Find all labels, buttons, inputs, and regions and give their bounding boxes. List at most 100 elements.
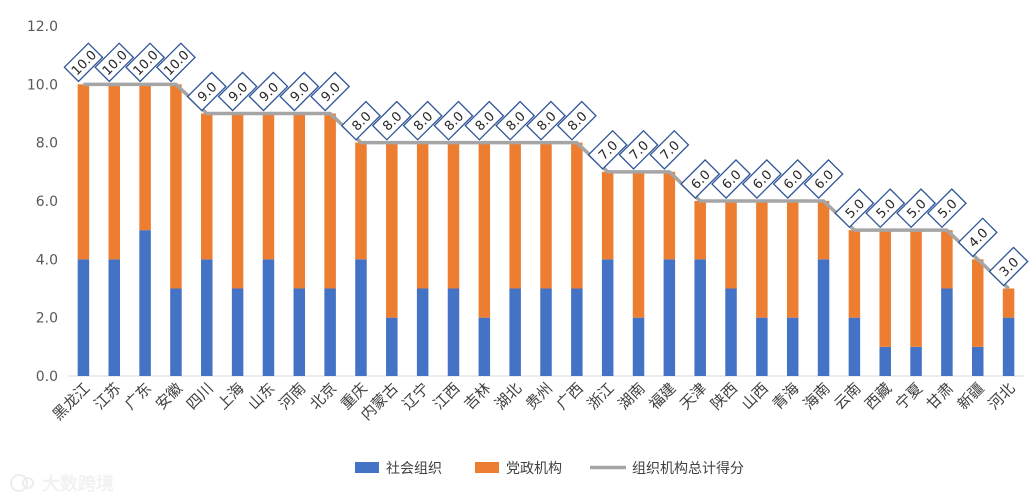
data-label: 6.0 [680,158,721,200]
bar-social [879,346,891,376]
y-tick-label: 0.0 [36,369,58,385]
x-tick-label: 河南 [275,379,309,413]
x-tick-label: 西藏 [861,379,895,413]
bar-social [632,317,645,376]
bar-social [694,259,706,376]
x-tick-label: 广西 [553,379,587,413]
data-label-box [155,42,196,83]
data-label: 3.0 [988,246,1029,287]
bar-social [262,259,275,376]
y-tick-label: 10.0 [27,77,58,93]
data-label-box [711,158,752,200]
y-tick-label: 12.0 [27,19,58,35]
bar-party [941,230,953,289]
bar-social [601,259,614,376]
y-tick-label: 2.0 [36,311,58,327]
data-label-box [896,188,937,229]
bar-social [447,288,460,376]
data-label: 7.0 [587,129,628,170]
watermark-text: 大数跨境 [42,474,114,495]
bar-social [355,259,367,376]
bar-party [971,259,984,347]
data-label-box [803,158,844,200]
x-tick-label: 湖北 [491,379,525,413]
data-label-box [865,188,906,229]
bar-social [817,259,830,376]
x-tick-label: 黑龙江 [49,379,94,424]
logo-icon [10,474,34,492]
bar-social [77,259,90,376]
data-label-box [772,158,813,200]
data-label-box [279,71,320,112]
bar-party [725,201,737,289]
data-label-box [63,42,104,83]
data-label-box [618,129,659,170]
data-label-box [340,100,381,141]
y-tick-label: 6.0 [36,194,58,210]
x-tick-label: 四川 [183,379,217,413]
x-tick-label: 北京 [306,379,340,413]
data-label: 5.0 [926,188,967,229]
data-label-box [310,71,351,112]
x-tick-label: 河北 [985,379,1019,413]
bar-social [324,288,336,376]
bar-social [910,346,922,376]
x-tick-label: 青海 [769,379,803,413]
bar-social [848,317,861,376]
x-tick-label: 浙江 [584,379,618,413]
x-tick-label: 山西 [738,379,772,413]
x-tick-label: 山东 [245,379,279,413]
bar-party [139,84,151,231]
data-label: 8.0 [495,100,536,141]
data-label-box [988,246,1029,287]
bar-party [786,201,799,318]
bar-party [231,113,244,289]
bar-social [201,259,213,376]
bar-party [447,142,460,289]
data-label: 8.0 [464,100,505,141]
bar-party [632,171,645,318]
bar-party [756,201,768,318]
bar-party [910,230,922,347]
data-label: 9.0 [248,71,289,112]
data-label: 8.0 [433,100,474,141]
bar-party [293,113,306,289]
y-tick-label: 8.0 [36,136,58,152]
bar-social [478,317,491,376]
bar-party [77,84,90,260]
data-label: 7.0 [649,129,690,170]
bar-social [170,288,182,376]
bar-social [725,288,737,376]
x-tick-label: 贵州 [522,379,556,413]
data-label: 6.0 [741,158,782,200]
x-tick-label: 吉林 [460,379,494,413]
data-label: 10.0 [125,42,166,83]
legend-label-party: 党政机构 [506,461,562,477]
data-label: 6.0 [803,158,844,200]
bar-social [231,288,244,376]
data-label-box [125,42,166,83]
bar-social [139,230,151,376]
bar-party [571,142,583,289]
bar-party [663,171,676,260]
data-label-box [834,188,875,229]
data-label: 8.0 [371,100,412,141]
bar-party [694,201,706,260]
legend-label-social: 社会组织 [386,461,442,477]
data-label-box [495,100,536,141]
x-tick-label: 天津 [676,379,710,413]
bar-party [848,230,861,318]
bar-party [262,113,275,260]
data-label: 5.0 [865,188,906,229]
data-label-box [433,100,474,141]
bar-social [108,259,121,376]
x-tick-label: 安徽 [152,379,186,413]
x-tick-label: 湖南 [615,379,649,413]
data-label: 7.0 [618,129,659,170]
x-tick-label: 江苏 [90,379,124,413]
data-label: 5.0 [834,188,875,229]
data-label-box [957,217,998,258]
data-label-box [217,71,258,112]
data-label-box [94,42,135,83]
